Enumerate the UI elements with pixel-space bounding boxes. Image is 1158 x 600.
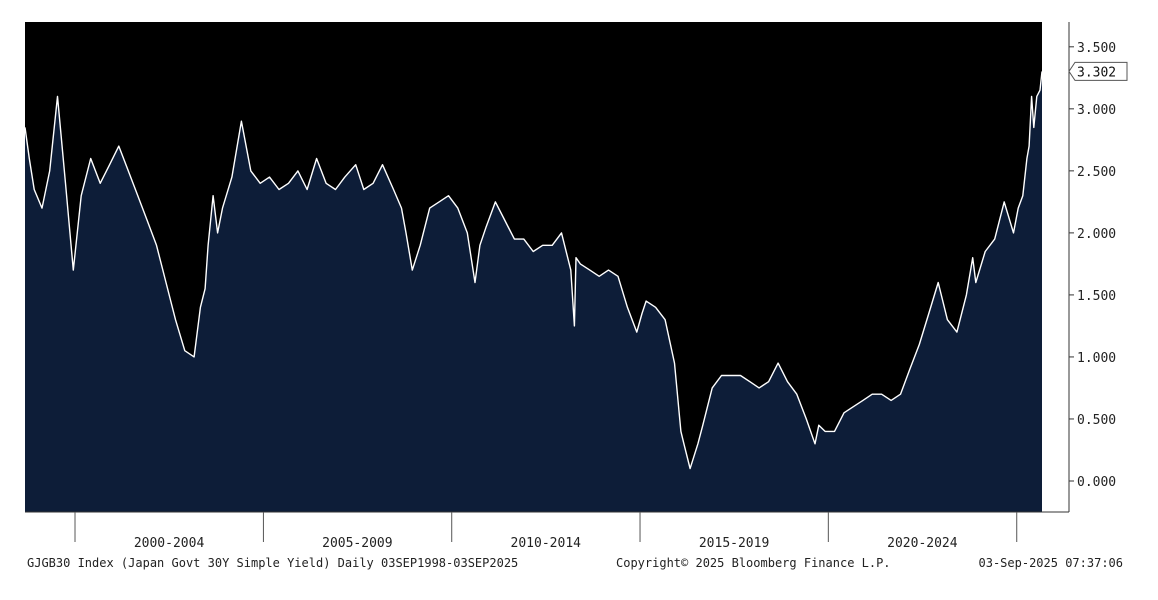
- x-period-label: 2000-2004: [134, 536, 205, 551]
- y-tick-label: 1.500: [1077, 289, 1116, 304]
- last-value-marker: 3.302: [1068, 61, 1128, 81]
- y-tick-label: 2.500: [1077, 165, 1116, 180]
- y-tick-label: 2.000: [1077, 227, 1116, 242]
- footer-copyright: Copyright© 2025 Bloomberg Finance L.P.: [616, 556, 891, 570]
- y-tick-label: 3.500: [1077, 41, 1116, 56]
- y-tick-label: 0.500: [1077, 413, 1116, 428]
- footer-source: GJGB30 Index (Japan Govt 30Y Simple Yiel…: [27, 556, 518, 570]
- last-value-label: 3.302: [1077, 65, 1116, 80]
- y-axis: 3.500 3.000 2.500 2.000 1.500 1.000 0.500 0.000: [1068, 22, 1116, 512]
- x-period-label: 2005-2009: [322, 536, 392, 551]
- x-period-label: 2010-2014: [511, 536, 582, 551]
- y-tick-label: 1.000: [1077, 351, 1116, 366]
- series-area-layer: [24, 71, 1043, 513]
- series-line: [24, 71, 1043, 470]
- series-area: [25, 71, 1042, 513]
- y-tick-label: 0.000: [1077, 475, 1116, 490]
- x-period-label: 2015-2019: [699, 536, 769, 551]
- y-tick-label: 3.000: [1077, 103, 1116, 118]
- x-axis: 2000-2004 2005-2009 2010-2014 2015-2019 2020…: [25, 511, 1069, 551]
- last-value-badge: [1068, 61, 1128, 81]
- chart-footer: GJGB30 Index (Japan Govt 30Y Simple Yiel…: [27, 556, 1123, 570]
- x-period-label: 2020-2024: [887, 536, 958, 551]
- footer-timestamp: 03-Sep-2025 07:37:06: [979, 556, 1124, 570]
